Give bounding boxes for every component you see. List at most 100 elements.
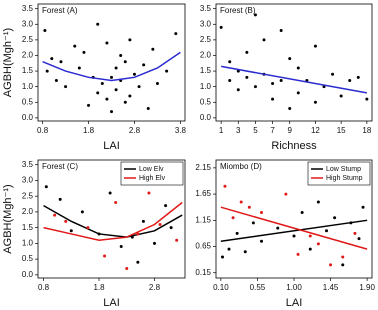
point <box>231 216 235 220</box>
point <box>158 223 162 227</box>
point <box>114 88 118 92</box>
x-tick-label: 0.10 <box>213 283 229 292</box>
point <box>253 13 257 17</box>
x-tick-label: 0.8 <box>38 283 50 292</box>
fit-line <box>43 204 183 238</box>
y-tick-label: 0.65 <box>195 242 211 251</box>
point <box>279 29 283 33</box>
point <box>86 226 90 230</box>
legend-label: Low Stump <box>326 166 361 173</box>
x-tick-label: 1.90 <box>359 283 375 292</box>
point <box>146 107 150 111</box>
point <box>221 255 224 259</box>
point <box>308 234 312 238</box>
x-tick-label: 1.45 <box>323 283 339 292</box>
point <box>356 75 360 79</box>
point <box>239 200 243 204</box>
point <box>132 72 136 76</box>
point <box>292 234 296 238</box>
point <box>235 231 239 235</box>
point <box>243 250 247 254</box>
y-tick-label: 0.5 <box>22 97 34 106</box>
point <box>136 260 140 264</box>
point <box>123 60 127 64</box>
fit-line <box>43 201 183 241</box>
point <box>155 82 159 86</box>
point <box>165 69 169 73</box>
y-tick-label: 2.0 <box>22 51 34 60</box>
point <box>125 267 129 271</box>
point <box>219 25 223 29</box>
point <box>147 191 151 195</box>
point <box>296 91 300 95</box>
point <box>69 229 73 233</box>
point <box>59 60 63 64</box>
point <box>361 205 365 209</box>
y-tick-label: 2.5 <box>22 35 34 44</box>
x-tick-label: 3 <box>236 126 241 135</box>
x-tick-label: 1.00 <box>286 283 302 292</box>
x-axis-label: LAI <box>286 297 303 309</box>
panel-title: Forest (A) <box>42 6 78 15</box>
fit-line <box>220 206 368 250</box>
legend-label: High Stump <box>326 175 363 182</box>
y-tick-label: 2.5 <box>22 191 34 200</box>
point <box>105 41 109 45</box>
point <box>251 221 255 225</box>
point <box>236 88 240 92</box>
x-tick-label: 0.55 <box>250 283 266 292</box>
point <box>128 38 132 42</box>
x-tick-label: 12 <box>311 126 320 135</box>
point <box>228 78 232 82</box>
y-tick-label: 3.5 <box>200 4 212 13</box>
point <box>247 205 251 209</box>
point <box>313 44 317 48</box>
point <box>80 210 84 214</box>
point <box>288 107 292 111</box>
point <box>245 50 249 54</box>
point <box>348 78 352 82</box>
point <box>253 85 257 89</box>
point <box>169 226 173 230</box>
point <box>365 97 369 101</box>
point <box>245 75 249 79</box>
point <box>341 263 345 267</box>
fit-line <box>221 65 367 94</box>
point <box>87 103 91 107</box>
point <box>353 231 357 235</box>
x-axis-label: LAI <box>103 297 120 309</box>
point <box>329 263 333 267</box>
point <box>103 254 107 258</box>
plot-frame <box>37 3 186 122</box>
point <box>137 85 141 89</box>
point <box>114 66 118 70</box>
point <box>223 184 227 188</box>
point <box>271 97 275 101</box>
x-tick-label: 1.8 <box>83 126 95 135</box>
legend-label: High Elv <box>139 175 166 182</box>
x-tick-label: 3.8 <box>175 126 187 135</box>
y-tick-label: 0.0 <box>22 270 34 279</box>
point <box>73 44 77 48</box>
point <box>316 200 320 204</box>
point <box>123 100 127 104</box>
y-tick-label: 0.5 <box>22 254 34 263</box>
y-tick-label: 0.5 <box>200 97 212 106</box>
x-tick-label: 5 <box>253 126 258 135</box>
y-tick-label: 3.5 <box>22 4 34 13</box>
point <box>260 239 263 243</box>
point <box>43 29 47 33</box>
y-tick-label: 1.5 <box>22 223 34 232</box>
legend-box <box>307 161 371 186</box>
point <box>100 82 104 86</box>
x-tick-label: 2.8 <box>129 126 141 135</box>
y-tick-label: 1.15 <box>195 215 211 224</box>
y-tick-label: 2.15 <box>195 163 211 172</box>
x-tick-label: 7 <box>270 126 275 135</box>
point <box>300 210 304 214</box>
y-tick-label: 3.0 <box>22 176 34 185</box>
y-tick-label: 1.0 <box>22 82 34 91</box>
y-tick-label: 3.0 <box>200 19 212 28</box>
point <box>296 252 300 256</box>
